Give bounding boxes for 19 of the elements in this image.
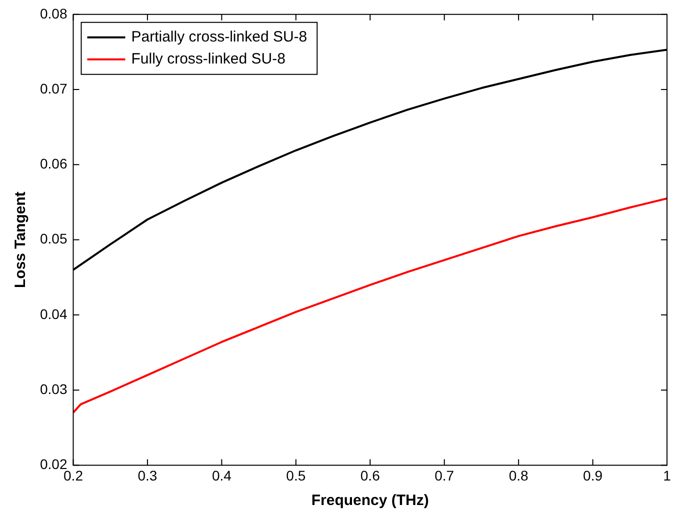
legend-label: Partially cross-linked SU-8 [131,28,308,46]
x-tick-label: 0.5 [286,467,306,484]
legend-label: Fully cross-linked SU-8 [131,50,286,68]
x-tick-label: 0.3 [138,467,158,484]
x-axis-title: Frequency (THz) [311,492,429,510]
y-tick-label: 0.05 [40,230,68,247]
y-tick-label: 0.08 [40,5,68,22]
y-tick-label: 0.07 [40,80,68,96]
y-axis-title: Loss Tangent [12,192,30,288]
x-tick-label: 0.2 [64,467,84,484]
x-tick-label: 0.4 [212,467,232,484]
y-tick-label: 0.03 [40,380,68,397]
y-tick-label: 0.06 [40,156,68,172]
x-tick-label: 0.9 [583,467,603,484]
x-tick-label: 1 [663,467,672,484]
x-tick-label: 0.8 [508,467,529,484]
y-tick-label: 0.04 [40,306,68,322]
x-tick-label: 0.6 [360,467,380,484]
x-tick-label: 0.7 [434,467,454,484]
